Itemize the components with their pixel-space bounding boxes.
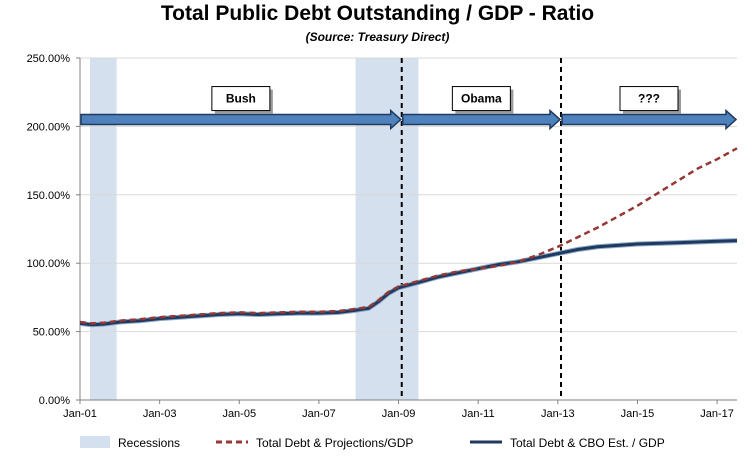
era-box [451, 86, 511, 112]
legend-label-cbo: Total Debt & CBO Est. / GDP [510, 436, 665, 450]
legend-label-projections: Total Debt & Projections/GDP [256, 436, 413, 450]
x-tick-label: Jan-03 [143, 408, 177, 420]
x-tick-label: Jan-17 [700, 408, 734, 420]
era-box [619, 86, 679, 112]
y-tick-label: 150.00% [27, 190, 71, 202]
x-tick-label: Jan-11 [462, 408, 495, 420]
y-tick-label: 200.00% [27, 121, 71, 133]
y-tick-label: 100.00% [27, 258, 71, 270]
era-arrow [561, 108, 738, 131]
x-tick-label: Jan-15 [621, 408, 655, 420]
y-tick-label: 0.00% [39, 395, 70, 407]
era-arrow [80, 108, 402, 131]
recession-band [355, 58, 419, 400]
y-tick-label: 50.00% [33, 327, 71, 339]
legend-label-recessions: Recessions [118, 436, 180, 450]
era-label: Obama [461, 92, 502, 106]
recession-band [89, 58, 117, 400]
x-tick-label: Jan-13 [541, 408, 575, 420]
x-tick-label: Jan-07 [302, 408, 336, 420]
x-tick-label: Jan-05 [222, 408, 256, 420]
era-box [211, 86, 271, 112]
era-arrow [401, 108, 562, 131]
chart-title: Total Public Debt Outstanding / GDP - Ra… [160, 2, 595, 25]
x-tick-label: Jan-09 [382, 408, 416, 420]
y-tick-label: 250.00% [27, 53, 71, 65]
x-tick-label: Jan-01 [63, 408, 97, 420]
era-label: ??? [638, 92, 660, 106]
chart-subtitle: (Source: Treasury Direct) [305, 30, 450, 44]
era-label: Bush [226, 92, 256, 106]
series-line-projections [79, 147, 738, 325]
legend-swatch-recessions [80, 436, 110, 448]
